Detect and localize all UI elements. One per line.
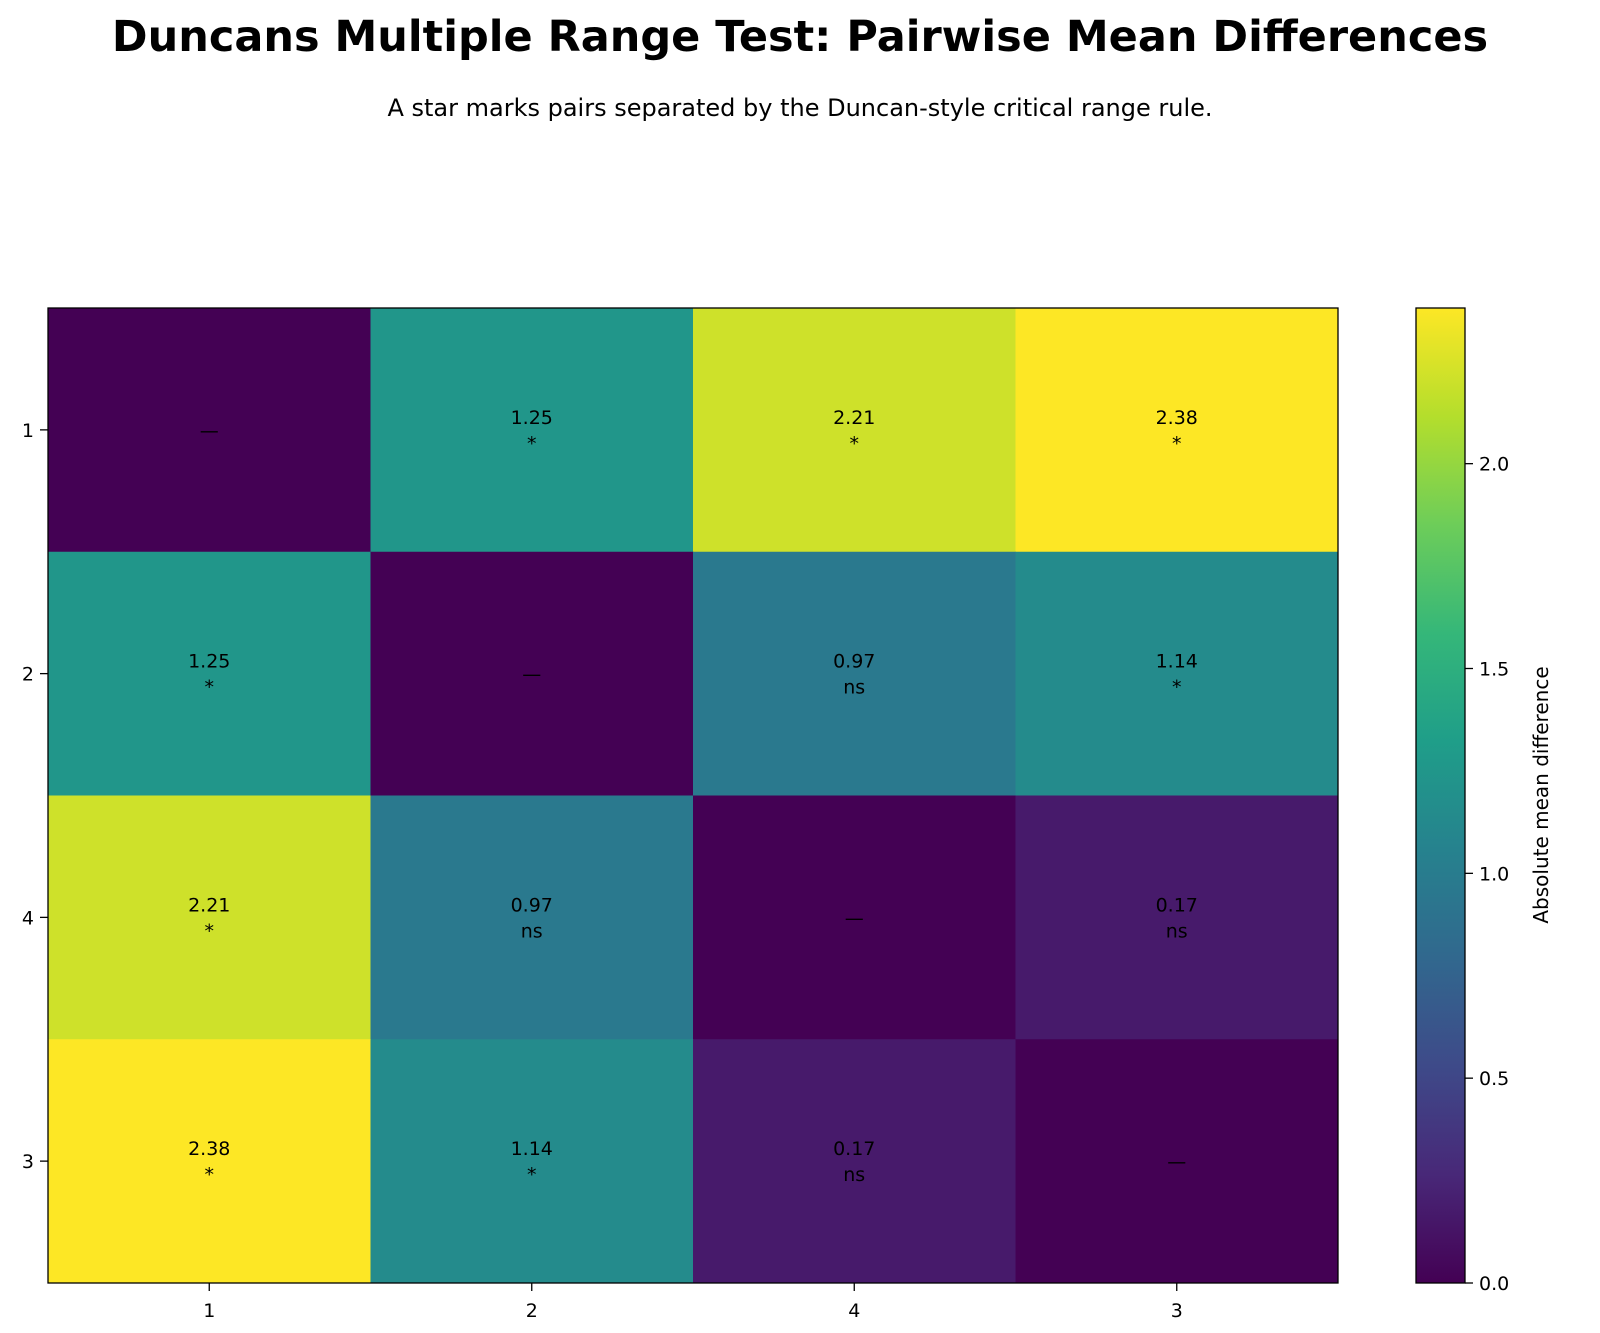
cell-label: 2.38 * — [188, 1138, 230, 1186]
heatmap-cell — [1015, 308, 1339, 553]
colorbar-tick-label: 1.0 — [1479, 863, 1509, 885]
cell-label: — — [1167, 1151, 1186, 1173]
heatmap-cell — [370, 308, 694, 553]
chart-subtitle: A star marks pairs separated by the Dunc… — [387, 94, 1213, 122]
colorbar: 0.0 0.5 1.0 1.5 2.0 Absolute mean difference — [1415, 307, 1553, 1295]
cell-label: 1.25 * — [188, 651, 230, 699]
heatmap-cell — [1015, 551, 1339, 796]
heatmap-cell — [370, 795, 694, 1040]
cell-label: 0.97 ns — [833, 651, 875, 699]
colorbar-tick-label: 2.0 — [1479, 454, 1509, 476]
colorbar-tick-label: 1.5 — [1479, 659, 1509, 681]
chart-title: Duncans Multiple Range Test: Pairwise Me… — [111, 12, 1489, 62]
heatmap-cell — [1015, 1039, 1339, 1284]
heatmap-cell — [693, 1039, 1016, 1284]
x-tick-label: 3 — [1171, 1300, 1183, 1322]
cell-label: 2.38 * — [1156, 407, 1198, 455]
x-tick-label: 2 — [526, 1300, 538, 1322]
colorbar-tick-label: 0.0 — [1479, 1273, 1509, 1295]
cell-label: 0.17 ns — [833, 1138, 875, 1186]
colorbar-gradient — [1416, 308, 1465, 1283]
y-tick-label: 2 — [22, 664, 34, 686]
heatmap-cell — [693, 308, 1016, 553]
cell-label: 1.25 * — [511, 407, 553, 455]
heatmap-cell — [693, 551, 1016, 796]
colorbar-tick-label: 0.5 — [1479, 1068, 1509, 1090]
heatmap-cell — [370, 551, 694, 796]
x-tick-label: 1 — [203, 1300, 215, 1322]
colorbar-frame — [1415, 307, 1466, 1284]
y-tick-label: 4 — [22, 907, 34, 929]
cell-label: — — [522, 664, 541, 686]
cell-label: 0.17 ns — [1156, 894, 1198, 942]
heatmap-cell — [48, 308, 371, 553]
cell-label: 2.21 * — [188, 894, 230, 942]
y-tick-label: 3 — [22, 1151, 34, 1173]
plot-frame — [47, 307, 1339, 1284]
heatmap-cell — [48, 551, 371, 796]
x-axis: 1 2 4 3 — [203, 1283, 1183, 1322]
y-axis: 1 2 4 3 — [22, 420, 48, 1173]
heatmap-cell — [48, 1039, 371, 1284]
heatmap-cell-labels: — 1.25 * 2.21 * 2.38 * 1.25 * — 0.97 ns 1.14 * 2.21 * 0.… — [188, 407, 1198, 1186]
cell-label: 1.14 * — [511, 1138, 553, 1186]
heatmap-cells — [48, 308, 1339, 1284]
cell-label: 1.14 * — [1156, 651, 1198, 699]
cell-label: — — [200, 420, 219, 442]
x-tick-label: 4 — [848, 1300, 860, 1322]
cell-label: 2.21 * — [833, 407, 875, 455]
heatmap-cell — [48, 795, 371, 1040]
heatmap-cell — [370, 1039, 694, 1284]
cell-label: 0.97 ns — [511, 894, 553, 942]
cell-label: — — [845, 907, 864, 929]
y-tick-label: 1 — [22, 420, 34, 442]
colorbar-label: Absolute mean difference — [1529, 666, 1553, 923]
heatmap-cell — [1015, 795, 1339, 1040]
heatmap-cell — [693, 795, 1016, 1040]
colorbar-ticks: 0.0 0.5 1.0 1.5 2.0 — [1465, 454, 1509, 1295]
